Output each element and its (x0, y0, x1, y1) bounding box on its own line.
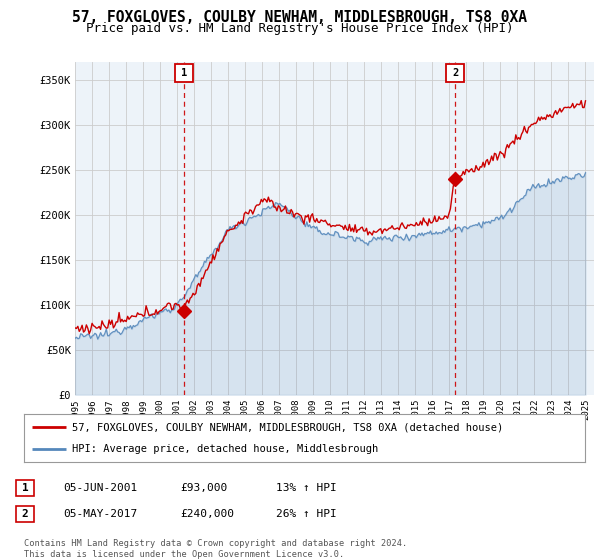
Text: 05-JUN-2001: 05-JUN-2001 (63, 483, 137, 493)
Text: 57, FOXGLOVES, COULBY NEWHAM, MIDDLESBROUGH, TS8 0XA: 57, FOXGLOVES, COULBY NEWHAM, MIDDLESBRO… (73, 10, 527, 25)
Text: 2: 2 (452, 68, 458, 78)
Text: Contains HM Land Registry data © Crown copyright and database right 2024.
This d: Contains HM Land Registry data © Crown c… (24, 539, 407, 559)
Text: Price paid vs. HM Land Registry's House Price Index (HPI): Price paid vs. HM Land Registry's House … (86, 22, 514, 35)
Text: HPI: Average price, detached house, Middlesbrough: HPI: Average price, detached house, Midd… (71, 444, 378, 454)
Text: £240,000: £240,000 (180, 509, 234, 519)
Text: 57, FOXGLOVES, COULBY NEWHAM, MIDDLESBROUGH, TS8 0XA (detached house): 57, FOXGLOVES, COULBY NEWHAM, MIDDLESBRO… (71, 422, 503, 432)
Text: 13% ↑ HPI: 13% ↑ HPI (276, 483, 337, 493)
Text: 05-MAY-2017: 05-MAY-2017 (63, 509, 137, 519)
Text: £93,000: £93,000 (180, 483, 227, 493)
Text: 1: 1 (181, 68, 187, 78)
Text: 26% ↑ HPI: 26% ↑ HPI (276, 509, 337, 519)
Text: 1: 1 (22, 483, 29, 493)
Text: 2: 2 (22, 509, 29, 519)
